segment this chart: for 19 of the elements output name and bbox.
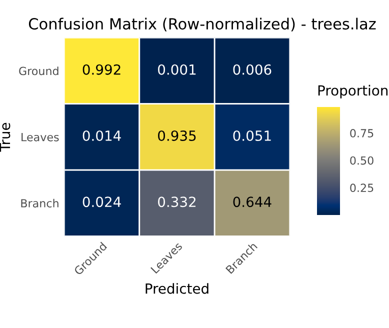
y-tick-label: Branch xyxy=(21,198,58,208)
data-label: 0.332 xyxy=(158,196,196,208)
data-label: 0.935 xyxy=(158,130,196,141)
color-bar-label: 0.75 xyxy=(350,129,374,138)
data-label: 0.024 xyxy=(82,196,121,208)
data-label: 0.051 xyxy=(233,130,271,141)
data-label: 0.992 xyxy=(82,64,120,75)
data-label: 0.001 xyxy=(158,64,196,75)
x-axis-title: Predicted xyxy=(146,283,208,294)
color-bar-label: 0.50 xyxy=(350,156,374,165)
color-bar-label: 0.25 xyxy=(350,184,374,192)
color-bar-title: Proportion xyxy=(318,84,388,98)
data-label: 0.006 xyxy=(233,64,272,75)
data-label: 0.644 xyxy=(233,196,272,208)
y-axis-title: True xyxy=(0,122,10,152)
chart-title: Confusion Matrix (Row-normalized) - trees.laz xyxy=(28,18,376,32)
y-tick-label: Leaves xyxy=(22,133,59,142)
y-tick-label: Ground xyxy=(19,66,58,76)
data-label: 0.014 xyxy=(82,130,121,141)
